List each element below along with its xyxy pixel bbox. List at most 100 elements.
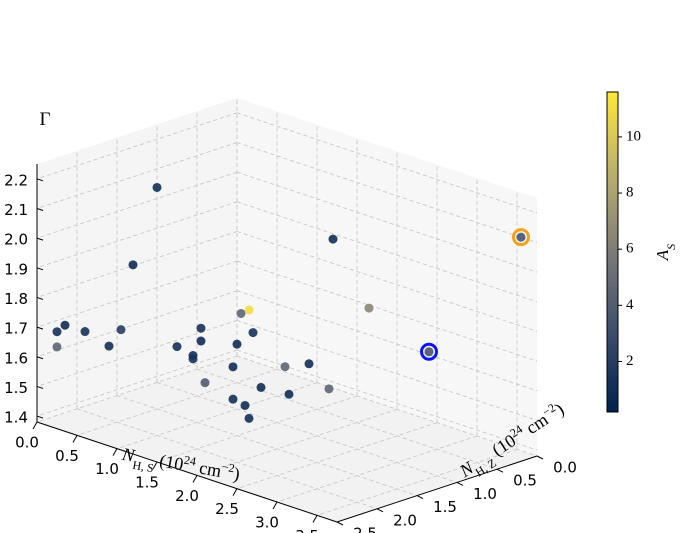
y-tick — [496, 468, 504, 473]
z-tick-label: 1.4 — [4, 409, 28, 427]
colorbar-label: AS — [653, 244, 678, 261]
x-tick-label: 0.0 — [15, 434, 39, 452]
z-tick-label: 2.0 — [4, 231, 28, 249]
x-tick — [152, 461, 158, 470]
grid-line — [156, 381, 458, 483]
z-tick — [36, 237, 44, 241]
data-point — [244, 305, 254, 315]
x-tick-label: 2.0 — [175, 487, 199, 505]
data-point — [228, 394, 238, 404]
x-tick — [32, 421, 38, 430]
z-tick-label: 2.1 — [4, 201, 28, 219]
colorbar-tick-label: 8 — [626, 184, 634, 200]
y-tick-label: 0.0 — [553, 459, 577, 477]
data-point — [280, 362, 290, 372]
y-tick — [336, 521, 344, 526]
data-point — [424, 347, 434, 357]
y-tick — [456, 481, 464, 486]
data-point — [116, 325, 126, 335]
data-point — [60, 320, 70, 330]
grid-line — [236, 355, 538, 457]
y-tick-label: 1.0 — [473, 485, 497, 503]
grid-line — [76, 368, 278, 436]
z-tick-label: 1.6 — [4, 349, 28, 367]
grid-line — [196, 368, 498, 470]
grid-line — [236, 422, 438, 490]
grid-line — [36, 290, 238, 358]
grid-line — [36, 260, 238, 328]
x-tick-label: 1.5 — [135, 474, 159, 492]
data-point — [304, 359, 314, 369]
data-point — [172, 342, 182, 352]
grid-line — [36, 171, 238, 239]
z-tick-label: 2.2 — [4, 171, 28, 189]
grid-line — [236, 319, 538, 421]
z-tick — [36, 415, 44, 419]
data-point — [104, 341, 114, 351]
data-point — [152, 182, 162, 192]
y-tick-label: 2.5 — [353, 525, 377, 533]
z-axis-label: Γ — [40, 109, 51, 130]
data-point — [128, 260, 138, 270]
data-point — [516, 232, 526, 242]
data-point — [52, 327, 62, 337]
data-point — [200, 378, 210, 388]
grid-line — [236, 290, 538, 392]
grid-line — [236, 231, 538, 332]
y-tick — [416, 495, 424, 500]
tick-marks: 0.0 0.5 1.0 1.5 2.0 2.5 3.0 3.5 0.0 0.5 1.0 1.5 2.0 2… — [4, 171, 577, 533]
colorbar-tick-label: 4 — [626, 297, 634, 313]
z-tick — [36, 178, 44, 182]
x-tick — [112, 448, 118, 456]
z-tick — [36, 267, 44, 271]
grid-line — [316, 448, 518, 516]
highlight-ring — [512, 228, 530, 247]
data-point — [80, 327, 90, 337]
colorbar-tick-label: 10 — [626, 128, 641, 144]
grid-line — [36, 112, 238, 180]
colorbar-tick-label: 2 — [626, 353, 634, 369]
x-tick-label: 0.5 — [55, 447, 79, 465]
grid-line — [36, 142, 238, 209]
y-tick-label: 1.5 — [433, 498, 457, 516]
z-tick — [36, 356, 44, 360]
y-tick-label: 2.0 — [393, 511, 417, 529]
z-tick — [36, 326, 44, 330]
x-tick-label: 1.0 — [95, 460, 119, 478]
z-tick-label: 1.9 — [4, 260, 28, 278]
grid-line — [116, 395, 418, 497]
z-tick — [36, 208, 44, 211]
data-point — [52, 342, 62, 352]
data-point — [196, 323, 206, 333]
y-axis-line — [336, 455, 538, 523]
data-point — [228, 362, 238, 372]
x-tick — [232, 488, 238, 496]
y-tick-label: 0.5 — [513, 472, 537, 490]
y-tick — [376, 508, 384, 513]
data-point — [188, 354, 198, 364]
grid-line — [116, 382, 318, 450]
z-tick-label: 1.5 — [4, 379, 28, 397]
x-tick — [272, 501, 278, 510]
grid-line — [236, 112, 538, 214]
x-tick — [312, 515, 318, 523]
floor-pane — [37, 356, 537, 522]
colorbar-bar — [606, 91, 619, 413]
data-point — [324, 384, 334, 394]
x-tick-label: 2.5 — [215, 500, 239, 518]
data-point — [256, 382, 266, 392]
back-left-pane — [37, 98, 237, 422]
data-point — [240, 400, 250, 410]
z-tick-label: 1.7 — [4, 320, 28, 338]
data-point — [364, 303, 374, 313]
axis-panes — [37, 98, 537, 522]
x-tick-label: 3.0 — [255, 514, 279, 532]
data-point — [284, 389, 294, 399]
x-tick-label: 3.5 — [295, 527, 319, 533]
grid-line — [236, 171, 538, 273]
grid-line — [36, 355, 238, 423]
colorbar: 2 4 6 8 10 AS — [606, 91, 678, 413]
highlight-ring — [420, 342, 438, 361]
